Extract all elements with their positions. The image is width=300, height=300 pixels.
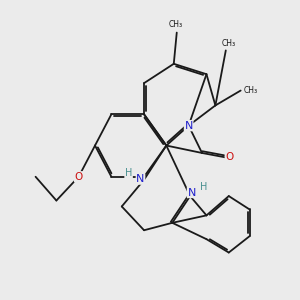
Text: N: N — [188, 188, 196, 197]
Text: O: O — [74, 172, 83, 182]
Text: CH₃: CH₃ — [222, 38, 236, 47]
Text: CH₃: CH₃ — [244, 86, 258, 95]
Text: H: H — [200, 182, 207, 192]
Text: N: N — [184, 121, 193, 130]
Text: O: O — [225, 152, 233, 162]
Text: CH₃: CH₃ — [168, 20, 182, 29]
Text: H: H — [125, 168, 132, 178]
Text: N: N — [136, 174, 145, 184]
